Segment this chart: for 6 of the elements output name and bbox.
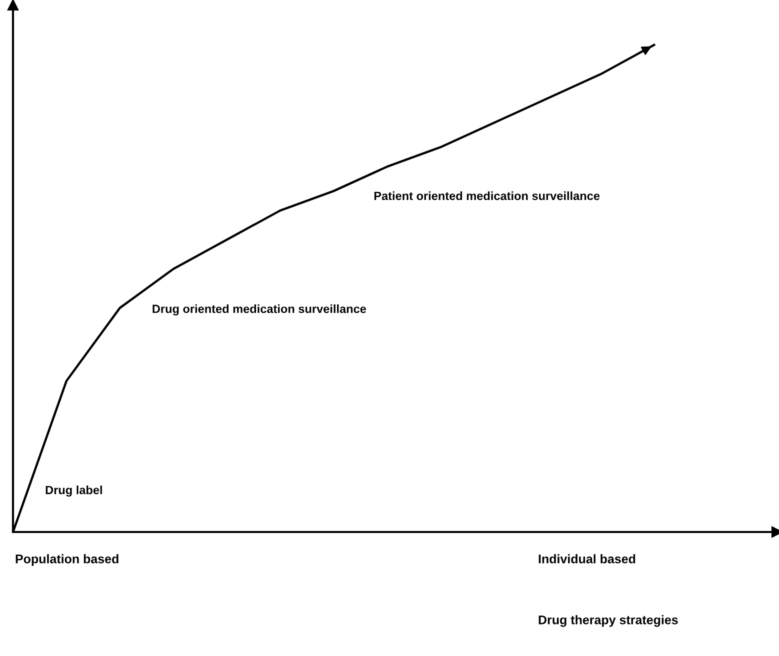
annotation: Drug oriented medication surveillance (152, 304, 366, 316)
annotation: Patient oriented medication surveillance (374, 191, 600, 200)
text: Drug therapy strategies (538, 615, 678, 627)
text: Individual based (538, 554, 636, 564)
text: Population based (16, 554, 118, 566)
annotation: Drug label (46, 486, 102, 497)
